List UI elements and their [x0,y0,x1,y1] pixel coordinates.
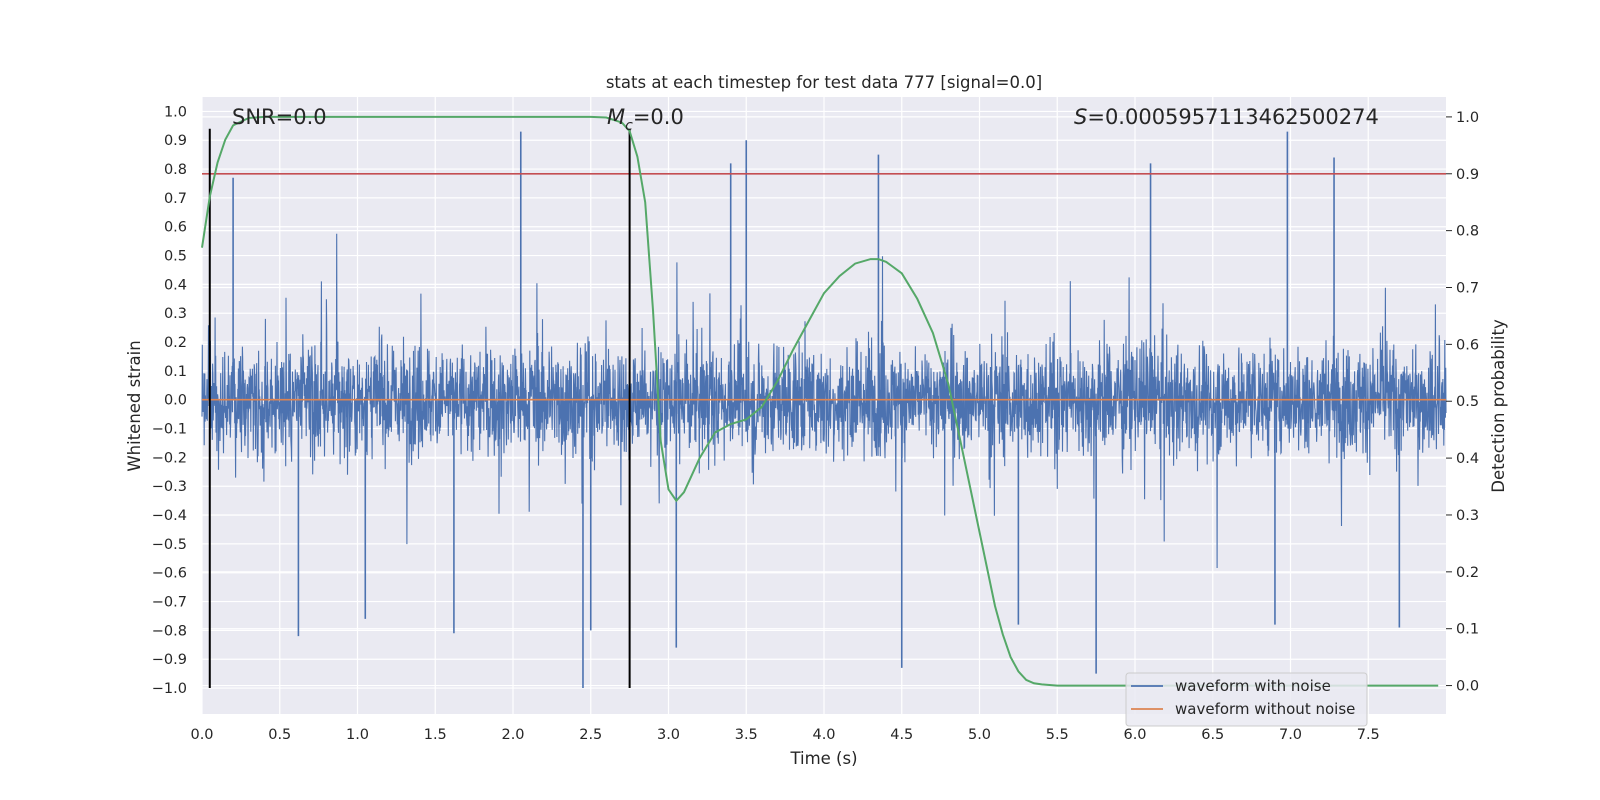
y-right-tick-label: 0.6 [1456,337,1479,353]
y-left-tick-label: −0.4 [152,508,187,524]
y-axis-label-right: Detection probability [1489,319,1508,493]
y-right-tick-label: 0.4 [1456,451,1479,467]
y-axis-label-left: Whitened strain [125,340,144,471]
legend-label-noise: waveform with noise [1175,677,1331,695]
detection-probability-line [201,115,1439,687]
tick-labels: 0.0 0.5 1.0 1.5 2.0 2.5 3.0 3.5 4.0 4.5 5.0 5.5 6.0 6… [152,104,1479,743]
x-tick-label: 6.5 [1201,727,1224,743]
x-tick-label: 2.5 [579,727,602,743]
detection-probability-series [201,115,1439,687]
y-left-tick-label: −0.1 [152,422,187,438]
y-right-tick-label: 0.5 [1456,394,1479,410]
y-right-tick-label: 0.0 [1456,679,1479,695]
y-left-tick-label: 0.5 [164,249,187,265]
noise-waveform-line [201,233,1447,569]
x-tick-label: 2.0 [501,727,524,743]
s-statistic-symbol: S [1074,105,1087,129]
chirp-mass-annotation: Mc=0.0 [607,105,684,134]
x-tick-label: 1.5 [424,727,447,743]
snr-annotation: SNR=0.0 [232,105,327,129]
chirp-mass-subscript: c [625,118,633,134]
x-tick-label: 0.5 [268,727,291,743]
y-right-tick-label: 0.3 [1456,508,1479,524]
x-tick-label: 7.5 [1357,727,1380,743]
x-tick-label: 3.0 [657,727,680,743]
y-right-tick-label: 0.9 [1456,167,1479,183]
y-left-tick-label: −0.8 [152,623,187,639]
y-right-tick-label: 0.1 [1456,622,1479,638]
y-right-tick-label: 1.0 [1456,110,1479,126]
y-left-tick-label: −1.0 [152,681,187,697]
x-tick-label: 1.0 [346,727,369,743]
y-right-tick-label: 0.7 [1456,281,1479,297]
y-left-tick-label: 0.9 [164,133,187,149]
x-tick-label: 7.0 [1279,727,1302,743]
x-tick-label: 6.0 [1123,727,1146,743]
y-left-tick-label: −0.7 [152,595,187,611]
y-left-tick-label: 0.8 [164,162,187,178]
chirp-mass-symbol: M [607,105,625,129]
y-left-tick-label: −0.2 [152,450,187,466]
y-left-tick-label: −0.9 [152,652,187,668]
y-left-tick-label: −0.3 [152,479,187,495]
y-left-tick-label: 0.0 [164,393,187,409]
s-statistic-value: =0.0005957113462500274 [1087,105,1379,129]
y-left-tick-label: 0.2 [164,335,187,351]
chart-title: stats at each timestep for test data 777… [606,73,1042,92]
x-tick-label: 5.5 [1046,727,1069,743]
y-left-tick-label: 0.7 [164,191,187,207]
y-left-tick-label: 1.0 [164,104,187,120]
x-axis-label: Time (s) [789,749,857,768]
vertical-markers [208,128,631,689]
y-left-tick-label: 0.3 [164,306,187,322]
noise-waveform-series [201,131,1447,689]
x-tick-label: 0.0 [190,727,213,743]
x-tick-label: 3.5 [735,727,758,743]
s-statistic-annotation: S=0.0005957113462500274 [1074,105,1379,129]
y-left-tick-label: 0.4 [164,277,187,293]
x-tick-label: 5.0 [968,727,991,743]
x-tick-label: 4.5 [890,727,913,743]
x-tick-label: 4.0 [812,727,835,743]
legend-label-clean: waveform without noise [1175,700,1355,718]
y-left-tick-label: −0.6 [152,566,187,582]
y-left-tick-label: 0.6 [164,220,187,236]
legend-box [1125,672,1368,727]
y-right-tick-label: 0.8 [1456,224,1479,240]
legend: waveform with noise waveform without noi… [1125,672,1368,727]
y-left-tick-label: 0.1 [164,364,187,380]
y-right-tick-label: 0.2 [1456,565,1479,581]
y-left-tick-label: −0.5 [152,537,187,553]
chirp-mass-value: =0.0 [633,105,684,129]
